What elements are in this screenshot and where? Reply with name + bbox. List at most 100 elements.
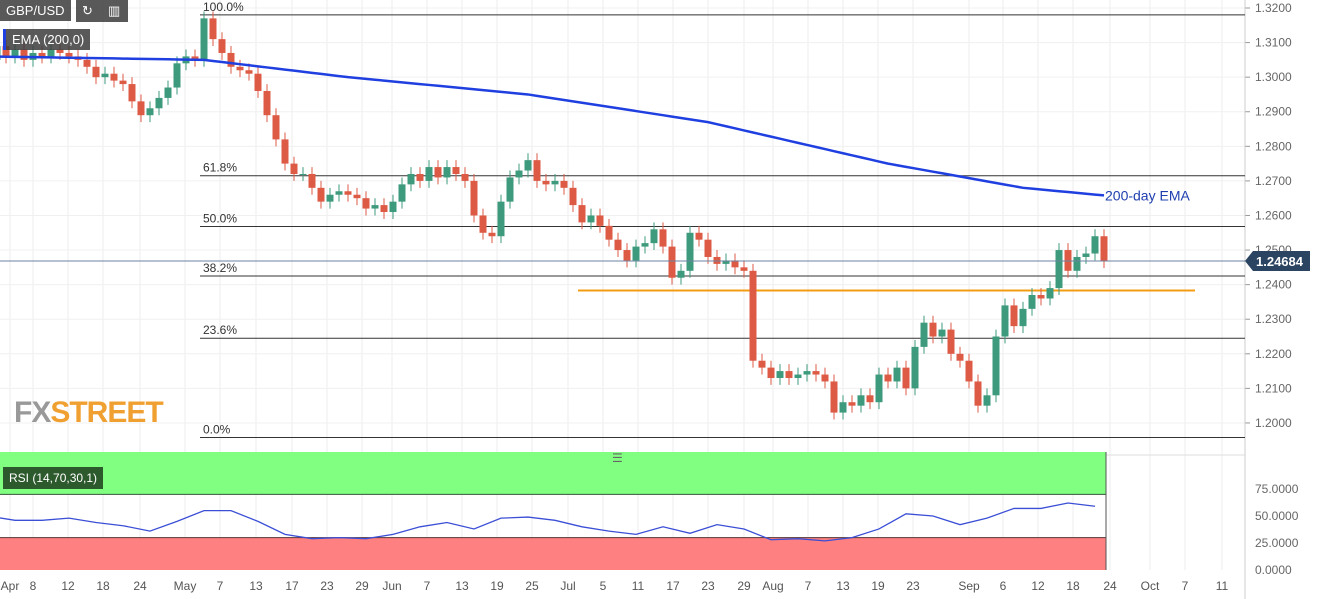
x-tick-label: 13 [836, 579, 850, 593]
candle [56, 49, 64, 53]
candle [983, 395, 991, 406]
symbol-label[interactable]: GBP/USD [0, 0, 71, 21]
candle [668, 246, 676, 278]
rsi-oversold-zone [0, 537, 1106, 570]
x-tick-label: 29 [737, 579, 751, 593]
y-tick-label: 1.2700 [1255, 174, 1292, 188]
rsi-line [0, 502, 1096, 542]
candle [605, 225, 613, 240]
candle [389, 201, 397, 213]
candle [254, 73, 262, 91]
candle [371, 205, 379, 209]
rsi-tick-label: 25.0000 [1255, 536, 1299, 550]
candle [47, 49, 55, 57]
x-tick-label: 23 [320, 579, 334, 593]
x-tick-label: 18 [1066, 579, 1080, 593]
candle [1100, 236, 1108, 262]
x-tick-label: Sep [958, 579, 980, 593]
candle [542, 180, 550, 185]
candle [884, 374, 892, 382]
fxstreet-logo: FXSTREET [14, 396, 164, 430]
x-tick-label: Apr [1, 579, 20, 593]
ema-indicator-label[interactable]: EMA (200,0) [3, 29, 91, 50]
candle [245, 70, 253, 74]
x-tick-label: Jun [382, 579, 401, 593]
candle [767, 367, 775, 379]
candle [92, 66, 100, 78]
candle [866, 395, 874, 403]
y-tick-label: 1.2000 [1255, 416, 1292, 430]
fib-level-label: 100.0% [203, 0, 244, 14]
candle [209, 18, 217, 40]
candle [362, 198, 370, 209]
fib-level-label: 38.2% [203, 261, 237, 275]
candle [596, 215, 604, 226]
candle [11, 49, 19, 57]
candle [101, 73, 109, 78]
candle [974, 381, 982, 406]
candle [587, 215, 595, 223]
logo-street: STREET [50, 396, 163, 429]
fib-level-label: 50.0% [203, 212, 237, 226]
candle [677, 270, 685, 278]
candle [470, 180, 478, 216]
y-tick-label: 1.3000 [1255, 70, 1292, 84]
candle [695, 232, 703, 240]
rsi-tick-label: 75.0000 [1255, 482, 1299, 496]
plot-area [0, 0, 1245, 450]
candle [506, 177, 514, 202]
x-tick-label: 6 [1000, 579, 1007, 593]
candle [947, 329, 955, 354]
pane-resize-handle[interactable]: ☰ [612, 451, 623, 465]
refresh-icon[interactable]: ↻ [76, 0, 102, 22]
y-tick-label: 1.2600 [1255, 208, 1292, 222]
x-tick-label: 13 [455, 579, 469, 593]
candle [659, 229, 667, 247]
candle [1064, 250, 1072, 271]
y-tick-label: 1.2800 [1255, 139, 1292, 153]
candle [398, 184, 406, 202]
x-tick-label: 7 [805, 579, 812, 593]
candle [1010, 305, 1018, 327]
candle [686, 232, 694, 271]
candle [965, 360, 973, 382]
rsi-indicator-label[interactable]: RSI (14,70,30,1) [3, 467, 104, 489]
candle [803, 371, 811, 375]
chart-type-icon[interactable]: ▥ [102, 0, 128, 22]
x-tick-label: 24 [1103, 579, 1117, 593]
candle [308, 173, 316, 188]
candle [740, 267, 748, 271]
candle [650, 229, 658, 244]
candle [164, 87, 172, 98]
candle [38, 52, 46, 57]
candle [515, 170, 523, 178]
candle [380, 205, 388, 213]
candle [200, 18, 208, 60]
candle [2, 46, 10, 57]
candle [281, 139, 289, 164]
candle [704, 239, 712, 257]
candle [1028, 295, 1036, 309]
fib-level-label: 61.8% [203, 161, 237, 175]
candle [1082, 253, 1090, 257]
candle [416, 173, 424, 181]
candle [65, 52, 73, 57]
candle [335, 191, 343, 195]
rsi-tick-label: 0.0000 [1255, 563, 1292, 577]
candle [839, 402, 847, 413]
x-tick-label: 19 [490, 579, 504, 593]
candle [443, 167, 451, 178]
x-tick-label: 7 [1182, 579, 1189, 593]
x-tick-label: 24 [133, 579, 147, 593]
candle [434, 167, 442, 178]
candle [20, 49, 28, 60]
candle [290, 163, 298, 174]
candle [407, 173, 415, 185]
candle [488, 232, 496, 237]
y-tick-label: 1.2100 [1255, 381, 1292, 395]
candle [263, 90, 271, 116]
candle [641, 243, 649, 247]
candle [344, 191, 352, 195]
candle [1091, 236, 1099, 254]
x-tick-label: 23 [906, 579, 920, 593]
